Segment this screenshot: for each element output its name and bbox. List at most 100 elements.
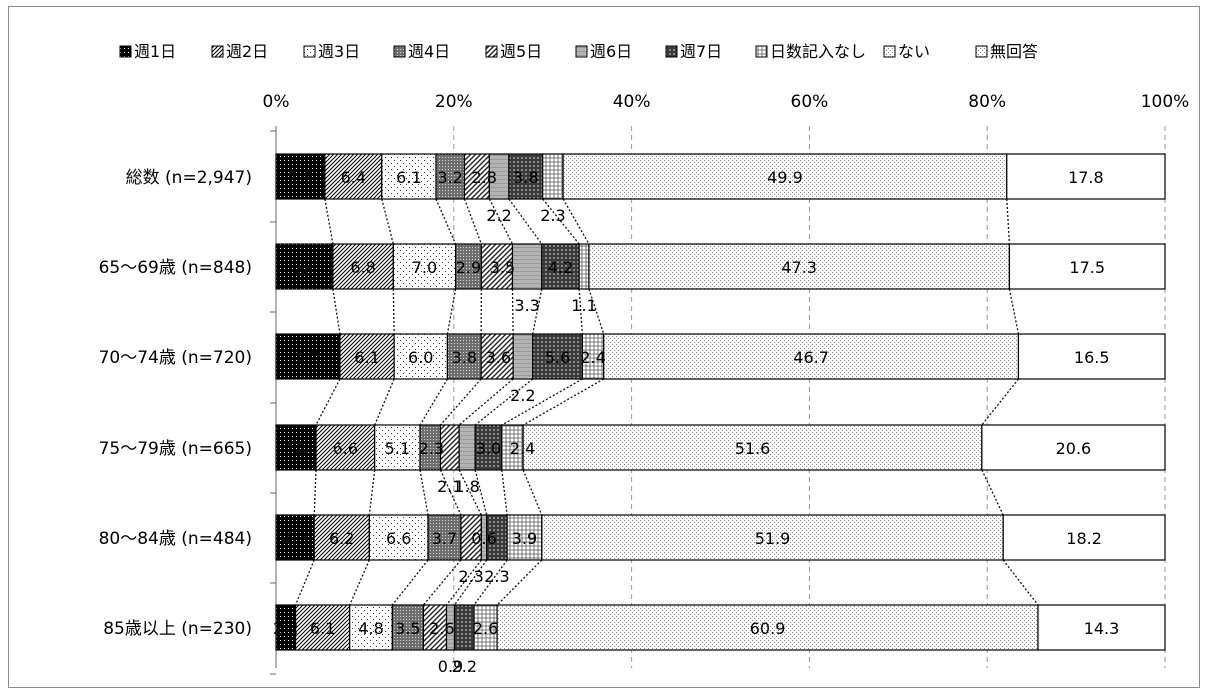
bar-segment	[603, 333, 1020, 380]
connector-line	[473, 559, 508, 606]
bar-segment	[508, 153, 544, 200]
data-label: 4.8	[358, 619, 383, 638]
data-label: 3.8	[452, 348, 477, 367]
data-labels: 5.5 6.4 6.1 3.2 2.82.23.82.349.9 17.86.4 6.8 7.…	[273, 168, 1119, 676]
data-label: 2.6	[429, 619, 454, 638]
connector-line	[981, 469, 1004, 516]
data-label: 3.8	[513, 168, 538, 187]
connector-line	[332, 288, 341, 335]
legend-swatch	[575, 45, 588, 58]
data-label: 3.0	[476, 439, 501, 458]
bar-segment	[374, 424, 421, 471]
connector-line	[419, 378, 448, 426]
data-label: 2.3	[540, 206, 565, 225]
data-label: 6.8	[350, 258, 375, 277]
bar-segment	[512, 333, 534, 380]
data-label: 6.1	[396, 168, 421, 187]
bar-segment	[463, 153, 490, 200]
data-label: 2.3	[484, 567, 509, 586]
connector-line	[501, 469, 508, 516]
connector-line	[324, 198, 334, 245]
connector-line	[522, 469, 543, 516]
legend-swatch	[755, 45, 768, 58]
data-label: 18.2	[1066, 529, 1102, 548]
data-label: 6.6	[386, 529, 411, 548]
data-label: 5.1	[385, 439, 410, 458]
data-label: 3.2	[438, 168, 463, 187]
legend-label: ない	[898, 42, 930, 61]
data-label: 2.4	[580, 348, 605, 367]
legend-label: 週4日	[408, 42, 450, 61]
x-tick-label: 40%	[613, 92, 651, 112]
bar-segment	[506, 514, 543, 561]
data-label: 51.6	[735, 439, 771, 458]
legend-label: 週6日	[590, 42, 632, 61]
data-label: 6.1	[354, 348, 379, 367]
bar-segment	[541, 243, 580, 290]
category-label: 70～74歳 (n=720)	[99, 348, 252, 368]
data-label: 49.9	[767, 168, 803, 187]
data-label: 17.8	[1068, 168, 1104, 187]
bar-segment	[1002, 514, 1166, 561]
data-label: 4.2	[548, 258, 573, 277]
data-label: 3.7	[432, 529, 457, 548]
connector-line	[368, 469, 376, 516]
connector-line	[313, 469, 317, 516]
legend-label: 無回答	[990, 42, 1038, 61]
x-tick-label: 0%	[263, 92, 290, 112]
chart-frame	[8, 6, 1200, 688]
data-label: 6.1	[310, 619, 335, 638]
data-label: 3.3	[514, 296, 539, 315]
bar-segment	[562, 153, 1008, 200]
data-label: 6.6	[333, 439, 358, 458]
connector-line	[439, 469, 462, 516]
data-label: 1.8	[454, 477, 479, 496]
data-label: 5.6	[545, 348, 570, 367]
connector-line	[453, 559, 488, 606]
bar-segment	[275, 333, 341, 380]
connector-line	[315, 378, 341, 426]
chart-legend: 週1日 週2日 週3日 週4日 週5日 週6日 週7日 日数記入なし ない 無回答	[119, 42, 1038, 61]
data-label: 7.2	[295, 348, 320, 367]
bar-segment	[1017, 333, 1166, 380]
data-label: 20.6	[1056, 439, 1092, 458]
bar-segment	[332, 243, 394, 290]
connector-line	[458, 469, 482, 516]
data-label: 51.9	[755, 529, 791, 548]
connector-line	[446, 559, 482, 606]
data-label: 16.5	[1074, 348, 1110, 367]
bar-segment	[454, 243, 482, 290]
bar-segment	[368, 514, 429, 561]
connector-line	[508, 198, 543, 245]
connector-line	[522, 378, 605, 426]
bar-segment	[315, 424, 376, 471]
data-label: 2.2	[510, 386, 535, 405]
data-label: 2.9	[456, 258, 481, 277]
bar-segment	[381, 153, 437, 200]
bar-segment	[427, 514, 462, 561]
legend-swatch	[303, 45, 316, 58]
data-label: 2.3	[419, 439, 444, 458]
data-label: 3.9	[512, 529, 537, 548]
connector-line	[501, 378, 583, 426]
bar-segment	[588, 243, 1011, 290]
category-labels: 総数 (n=2,947) 65～69歳 (n=848) 70～74歳 (n=720)…	[99, 168, 252, 639]
connector-line	[511, 288, 514, 335]
legend-swatch	[393, 45, 406, 58]
legend-swatch	[883, 45, 896, 58]
category-label: 65～69歳 (n=848)	[99, 258, 252, 278]
legend-swatch	[665, 45, 678, 58]
legend-label: 週1日	[134, 42, 176, 61]
x-tick-label: 100%	[1141, 92, 1190, 112]
bar-segment	[1006, 153, 1166, 200]
legend-label: 週5日	[500, 42, 542, 61]
x-axis: 0% 20% 40% 60% 80% 100%	[263, 92, 1190, 112]
connector-line	[349, 559, 370, 606]
data-label: 14.3	[1084, 619, 1120, 638]
connector-line	[1006, 198, 1011, 245]
data-label: 46.7	[793, 348, 829, 367]
data-label: 17.5	[1069, 258, 1105, 277]
data-label: 2.4	[510, 439, 535, 458]
data-label: 4.5	[283, 439, 308, 458]
legend-label: 週7日	[680, 42, 722, 61]
